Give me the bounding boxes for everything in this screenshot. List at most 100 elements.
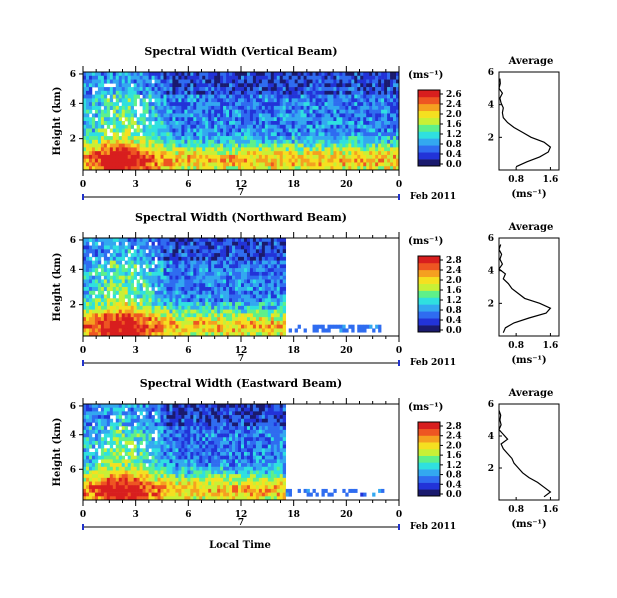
heatmap-cell (202, 121, 206, 126)
heatmap-cell (205, 154, 209, 159)
heatmap-cell (232, 256, 236, 261)
heatmap-cell (387, 102, 391, 107)
heatmap-cell (148, 290, 152, 295)
heatmap-cell (85, 121, 90, 126)
heatmap-cell (121, 298, 126, 303)
heatmap-cell (181, 309, 185, 314)
heatmap-cell (163, 294, 167, 299)
heatmap-cell (235, 87, 239, 92)
heatmap-cell (258, 94, 263, 99)
heatmap-cell (309, 117, 313, 122)
heatmap-cell (232, 121, 236, 126)
heatmap-cell (109, 253, 114, 258)
heatmap-cell (121, 136, 126, 141)
heatmap-cell (109, 245, 114, 250)
heatmap-cell (91, 418, 96, 423)
heatmap-cell (235, 102, 239, 107)
heatmap-cell (232, 241, 236, 246)
heatmap-cell (88, 429, 93, 434)
heatmap-cell (241, 264, 245, 269)
heatmap-cell (357, 147, 361, 152)
heatmap-cell (255, 98, 260, 103)
colorbar-segment (418, 138, 440, 146)
heatmap-cell (184, 162, 188, 167)
heatmap-cell (88, 470, 93, 475)
heatmap-cell (285, 113, 289, 118)
heatmap-cell (238, 317, 242, 322)
heatmap-cell (97, 485, 102, 490)
heatmap-cell (348, 143, 352, 148)
heatmap-cell (142, 302, 146, 307)
heatmap-cell (270, 87, 275, 92)
heatmap-cell (157, 294, 161, 299)
heatmap-cell (267, 290, 272, 295)
heatmap-cell (220, 166, 224, 171)
heatmap-cell (336, 121, 340, 126)
heatmap-cell (211, 249, 215, 254)
heatmap-cell (273, 271, 278, 276)
heatmap-cell (273, 298, 278, 303)
heatmap-cell (348, 79, 352, 84)
heatmap-cell (94, 481, 99, 486)
heatmap-cell (160, 305, 164, 310)
heatmap-cell (267, 294, 272, 299)
heatmap-cell (148, 317, 152, 322)
heatmap-cell (83, 154, 87, 159)
heatmap-cell (178, 83, 182, 88)
heatmap-cell (109, 128, 114, 133)
heatmap-cell (193, 98, 197, 103)
heatmap-cell (148, 83, 152, 88)
heatmap-cell (97, 253, 102, 258)
heatmap-cell (232, 166, 236, 171)
heatmap-cell (294, 328, 298, 333)
heatmap-cell (303, 109, 307, 114)
heatmap-cell (97, 83, 102, 88)
heatmap-cell (243, 158, 248, 163)
heatmap-cell (381, 113, 385, 118)
heatmap-cell (387, 132, 391, 137)
heatmap-cell (306, 72, 310, 77)
heatmap-cell (199, 113, 203, 118)
heatmap-cell (133, 98, 137, 103)
heatmap-cell (109, 332, 114, 337)
heatmap-cell (109, 279, 114, 284)
heatmap-cell (312, 94, 316, 99)
heatmap-cell (303, 166, 307, 171)
heatmap-cell (83, 407, 87, 412)
heatmap-cell (100, 279, 105, 284)
heatmap-cell (396, 90, 400, 95)
heatmap-cell (384, 98, 388, 103)
heatmap-cell (148, 313, 152, 318)
heatmap-cell (214, 102, 218, 107)
heatmap-cell (264, 75, 269, 80)
heatmap-cell (205, 136, 209, 141)
heatmap-cell (294, 98, 298, 103)
heatmap-cell (366, 79, 370, 84)
heatmap-cell (205, 139, 209, 144)
heatmap-cell (264, 309, 269, 314)
heatmap-cell (249, 238, 254, 243)
heatmap-cell (181, 98, 185, 103)
heatmap-cell (124, 253, 129, 258)
heatmap-cell (136, 75, 140, 80)
heatmap-cell (127, 143, 131, 148)
heatmap-cell (202, 87, 206, 92)
heatmap-cell (157, 102, 161, 107)
heatmap-cell (360, 147, 364, 152)
heatmap-cell (214, 290, 218, 295)
heatmap-cell (157, 147, 161, 152)
heatmap-cell (309, 121, 313, 126)
heatmap-cell (279, 72, 284, 77)
heatmap-cell (276, 302, 281, 307)
heatmap-cell (220, 94, 224, 99)
heatmap-cell (327, 124, 331, 129)
heatmap-cell (264, 79, 269, 84)
heatmap-cell (330, 75, 334, 80)
heatmap-cell (91, 492, 96, 497)
heatmap-cell (303, 158, 307, 163)
heatmap-cell (226, 132, 230, 137)
heatmap-cell (124, 117, 129, 122)
heatmap-cell (109, 143, 114, 148)
heatmap-cell (255, 113, 260, 118)
heatmap-cell (121, 94, 126, 99)
